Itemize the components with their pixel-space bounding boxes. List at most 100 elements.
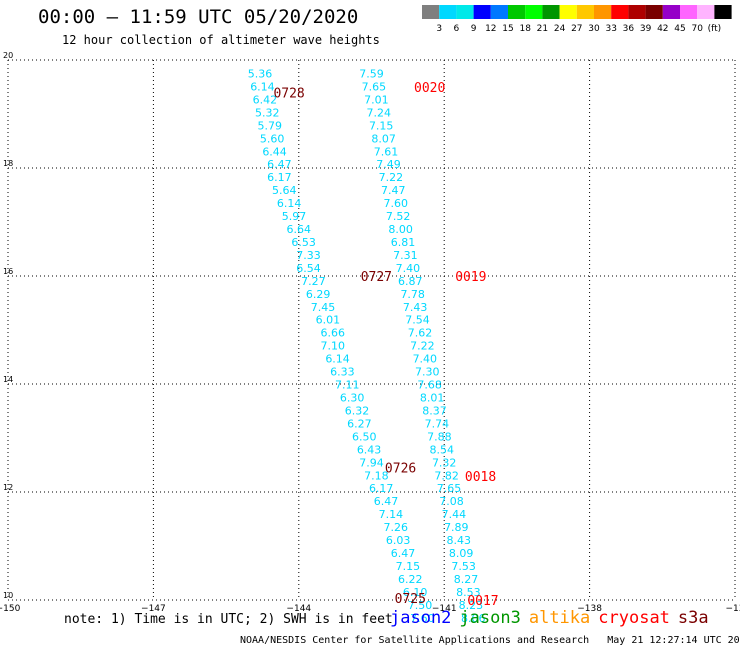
- wave-height-value: 6.32: [345, 404, 370, 417]
- wave-height-value: 6.29: [306, 288, 331, 301]
- wave-height-value: 8.43: [446, 534, 471, 547]
- wave-height-value: 6.22: [398, 573, 423, 586]
- y-tick-label: 16: [3, 267, 13, 276]
- wave-height-value: 7.22: [410, 340, 435, 353]
- wave-height-value: 5.36: [248, 68, 273, 81]
- wave-height-value: 6.01: [316, 314, 341, 327]
- wave-height-value: 6.14: [277, 197, 302, 210]
- wave-height-value: 6.47: [391, 547, 416, 560]
- colorbar-label: 45: [674, 24, 685, 34]
- wave-height-value: 8.07: [371, 132, 396, 145]
- wave-height-value: 6.14: [250, 80, 275, 93]
- wave-height-value: 8.53: [456, 586, 481, 599]
- wave-height-value: 7.33: [296, 249, 321, 262]
- wave-height-value: 6.27: [347, 417, 372, 430]
- wave-height-value: 6.50: [352, 430, 377, 443]
- colorbar-swatch: [473, 5, 491, 19]
- wave-height-value: 6.17: [369, 482, 394, 495]
- wave-height-value: 7.74: [425, 417, 450, 430]
- wave-height-value: 7.44: [442, 508, 467, 521]
- colorbar-swatch: [439, 5, 457, 19]
- wave-height-value: 7.26: [383, 521, 408, 534]
- colorbar-label: (ft): [708, 24, 722, 34]
- y-tick-label: 14: [3, 375, 13, 384]
- colorbar-swatch: [645, 5, 663, 19]
- wave-height-value: 5.64: [272, 184, 297, 197]
- x-tick-label: −138: [577, 604, 602, 614]
- colorbar-swatch: [714, 5, 732, 19]
- wave-height-value: 6.47: [267, 158, 292, 171]
- wave-height-value: 5.97: [282, 210, 307, 223]
- wave-height-value: 8.27: [454, 573, 479, 586]
- y-tick-label: 20: [3, 51, 13, 60]
- wave-height-value: 7.52: [386, 210, 411, 223]
- colorbar-swatch: [525, 5, 543, 19]
- wave-height-value: 6.03: [386, 534, 411, 547]
- wave-height-value: 7.59: [359, 68, 384, 81]
- x-tick-label: −147: [141, 604, 166, 614]
- wave-height-value: 5.79: [257, 119, 282, 132]
- colorbar-label: 18: [519, 24, 531, 34]
- map-title: 00:00 – 11:59 UTC 05/20/2020: [38, 6, 359, 28]
- y-tick-label: 10: [3, 591, 13, 600]
- wave-height-value: 6.54: [296, 262, 321, 275]
- wave-height-value: 7.45: [311, 301, 336, 314]
- satellite-altika: altika: [528, 608, 591, 628]
- pass-time-label: 0726: [385, 462, 416, 477]
- wave-height-value: 5.60: [260, 132, 285, 145]
- colorbar-label: 42: [657, 24, 668, 34]
- wave-height-value: 7.01: [364, 93, 389, 106]
- wave-height-value: 7.89: [444, 521, 469, 534]
- colorbar-label: 36: [623, 24, 635, 34]
- wave-height-value: 7.30: [415, 366, 440, 379]
- wave-height-value: 7.65: [437, 482, 462, 495]
- wave-height-value: 6.66: [320, 327, 345, 340]
- wave-height-value: 7.43: [403, 301, 428, 314]
- colorbar-swatch: [422, 5, 440, 19]
- colorbar-label: 70: [691, 24, 703, 34]
- wave-height-value: 7.40: [396, 262, 421, 275]
- wave-height-value: 7.40: [413, 353, 438, 366]
- pass-time-label: 0018: [465, 470, 496, 485]
- wave-height-value: 7.50: [408, 599, 433, 612]
- wave-height-value: 6.43: [357, 443, 382, 456]
- pass-time-label: 0017: [467, 594, 498, 609]
- wave-height-value: 7.27: [301, 275, 326, 288]
- wave-height-value: 7.60: [383, 197, 408, 210]
- colorbar-swatch: [490, 5, 508, 19]
- wave-height-value: 7.60: [410, 612, 435, 625]
- wave-height-value: 8.06: [461, 612, 486, 625]
- colorbar-swatch: [611, 5, 629, 19]
- satellite-cryosat: cryosat: [598, 608, 670, 628]
- y-tick-label: 18: [3, 159, 13, 168]
- wave-height-value: 7.62: [408, 327, 433, 340]
- colorbar-swatch: [559, 5, 577, 19]
- colorbar-label: 9: [471, 24, 477, 34]
- pass-time-label: 0727: [361, 270, 392, 285]
- x-tick-label: −141: [432, 604, 457, 614]
- wave-height-value: 7.65: [362, 80, 387, 93]
- wave-height-value: 6.30: [340, 392, 365, 405]
- wave-height-value: 7.18: [364, 469, 389, 482]
- wave-height-value: 7.15: [369, 119, 394, 132]
- colorbar-swatch: [628, 5, 646, 19]
- wave-height-value: 7.15: [396, 560, 421, 573]
- colorbar-label: 15: [502, 24, 513, 34]
- wave-height-value: 7.47: [381, 184, 406, 197]
- colorbar-swatch: [662, 5, 680, 19]
- wave-height-value: 6.14: [325, 353, 350, 366]
- units-note: note: 1) Time is in UTC; 2) SWH is in fe…: [64, 612, 393, 627]
- wave-height-value: 8.54: [430, 443, 455, 456]
- colorbar-label: 24: [554, 24, 566, 34]
- satellite-s3a: s3a: [677, 608, 709, 628]
- y-tick-label: 12: [3, 483, 13, 492]
- wave-height-value: 6.44: [262, 145, 287, 158]
- satellite-legend: jason2 jason3 altika cryosat s3a: [390, 608, 717, 628]
- wave-height-value: 7.49: [376, 158, 401, 171]
- x-tick-label: −13: [726, 604, 740, 614]
- pass-time-label: 0019: [455, 270, 486, 285]
- colorbar-label: 12: [485, 24, 496, 34]
- wave-height-value: 6.87: [398, 275, 423, 288]
- colorbar-label: 6: [454, 24, 460, 34]
